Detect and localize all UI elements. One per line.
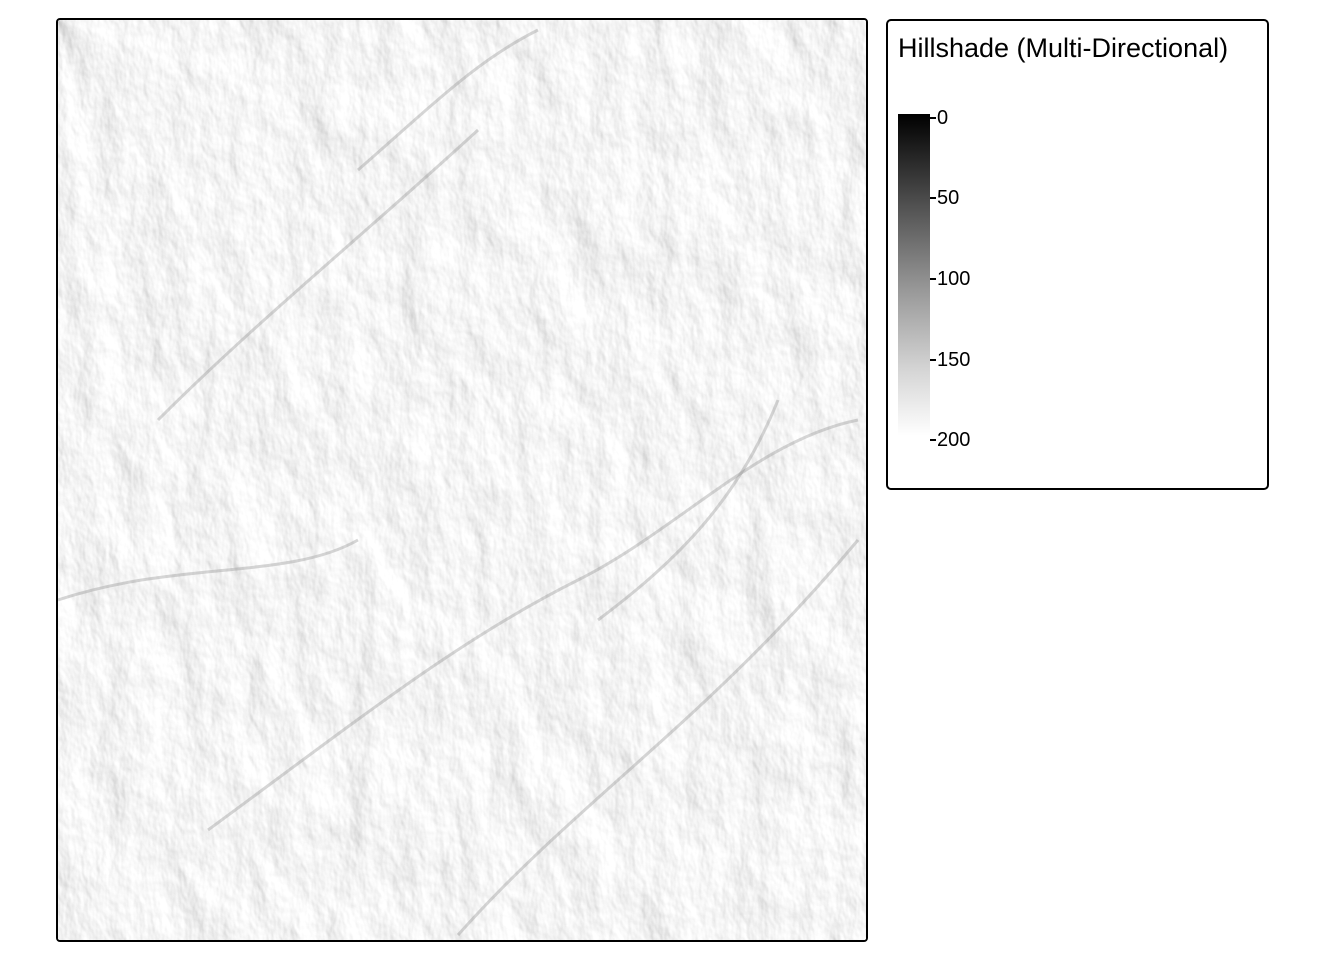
legend-color-bar: [898, 114, 930, 436]
legend-tick: [930, 117, 936, 119]
legend-tick-label: 100: [937, 268, 971, 290]
legend-tick-label: 50: [937, 187, 960, 209]
legend-tick: [930, 278, 936, 280]
legend-tick: [930, 359, 936, 361]
legend-tick: [930, 197, 936, 199]
legend-tick: [930, 439, 936, 441]
ridge-shadows: [58, 28, 860, 936]
legend-tick-label: 0: [937, 107, 949, 129]
hillshade-raster: [58, 20, 866, 940]
legend-tick-label: 150: [937, 349, 971, 371]
legend-title: Hillshade (Multi-Directional): [898, 33, 1229, 63]
legend: Hillshade (Multi-Directional) 0 50 100 1…: [886, 19, 1269, 490]
legend-tick-label: 200: [937, 429, 971, 451]
hillshade-map-panel: [56, 18, 868, 942]
terrain-shading: [58, 20, 866, 940]
